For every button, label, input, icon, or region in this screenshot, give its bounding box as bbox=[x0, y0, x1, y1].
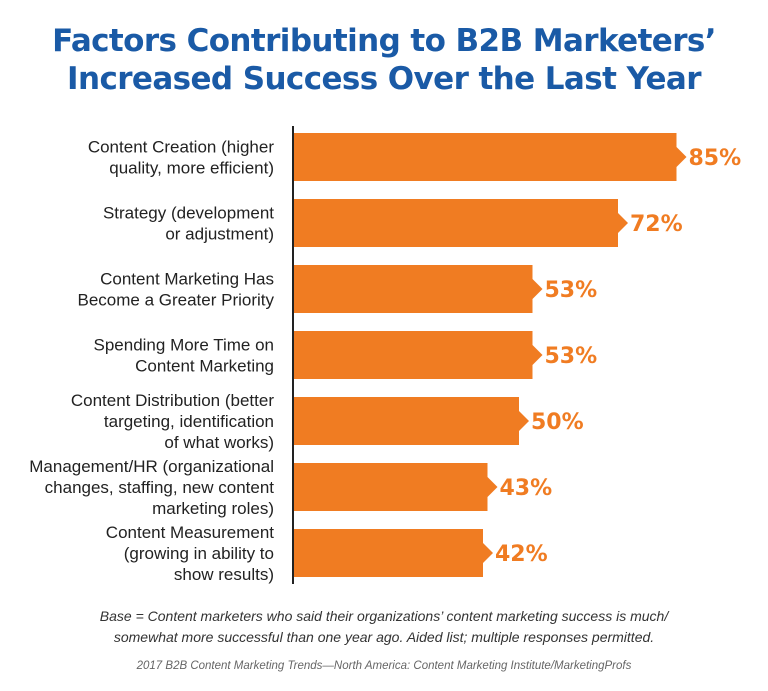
footnote-line-2: somewhat more successful than one year a… bbox=[113, 629, 655, 645]
category-label-line: or adjustment) bbox=[165, 225, 274, 244]
value-label-6: 43% bbox=[500, 476, 553, 501]
category-label-1: Content Creation (higher quality, more ef… bbox=[88, 138, 275, 178]
category-label-line: quality, more efficient) bbox=[109, 159, 274, 178]
category-label-line: (growing in ability to bbox=[124, 544, 274, 563]
category-label-7: Content Measurement (growing in ability t… bbox=[106, 523, 274, 584]
category-label-line: Content Creation (higher bbox=[88, 138, 275, 157]
category-label-line: Content Distribution (better bbox=[71, 391, 274, 410]
bar-7 bbox=[294, 529, 493, 577]
category-labels: Content Creation (higher quality, more ef… bbox=[29, 138, 274, 585]
bar-4 bbox=[294, 331, 543, 379]
bars bbox=[294, 133, 687, 577]
chart-title: Factors Contributing to B2B Marketers’ I… bbox=[0, 22, 768, 98]
value-labels: 85% 72% 53% 53% 50% 43% 42% bbox=[495, 146, 741, 567]
bar-5 bbox=[294, 397, 529, 445]
category-label-line: marketing roles) bbox=[152, 499, 274, 518]
bar-3 bbox=[294, 265, 543, 313]
category-label-line: of what works) bbox=[164, 433, 274, 452]
value-label-7: 42% bbox=[495, 542, 548, 567]
category-label-2: Strategy (development or adjustment) bbox=[103, 204, 274, 244]
value-label-3: 53% bbox=[545, 278, 598, 303]
category-label-5: Content Distribution (better targeting, i… bbox=[71, 391, 274, 452]
category-label-line: Content Marketing Has bbox=[100, 270, 274, 289]
category-label-line: Strategy (development bbox=[103, 204, 274, 223]
footnote-line-1: Base = Content marketers who said their … bbox=[99, 608, 669, 624]
source-credit: 2017 B2B Content Marketing Trends—North … bbox=[136, 660, 632, 672]
bar-6 bbox=[294, 463, 498, 511]
value-label-5: 50% bbox=[531, 410, 584, 435]
value-label-1: 85% bbox=[689, 146, 742, 171]
chart-title-line-1: Factors Contributing to B2B Marketers’ bbox=[52, 23, 716, 59]
category-label-3: Content Marketing Has Become a Greater Pr… bbox=[77, 270, 274, 310]
footnote: Base = Content marketers who said their … bbox=[0, 606, 768, 648]
chart-title-line-2: Increased Success Over the Last Year bbox=[67, 61, 701, 97]
category-label-4: Spending More Time on Content Marketing bbox=[94, 336, 275, 376]
category-label-line: targeting, identification bbox=[104, 412, 274, 431]
category-label-line: Spending More Time on bbox=[94, 336, 275, 355]
category-label-6: Management/HR (organizational changes, st… bbox=[29, 457, 274, 518]
category-label-line: Content Marketing bbox=[135, 357, 274, 376]
value-label-2: 72% bbox=[630, 212, 683, 237]
category-label-line: show results) bbox=[174, 565, 274, 584]
bar-chart: Content Creation (higher quality, more ef… bbox=[29, 126, 741, 585]
value-label-4: 53% bbox=[545, 344, 598, 369]
category-label-line: Content Measurement bbox=[106, 523, 274, 542]
category-label-line: changes, staffing, new content bbox=[45, 478, 275, 497]
category-label-line: Management/HR (organizational bbox=[29, 457, 274, 476]
category-label-line: Become a Greater Priority bbox=[77, 291, 274, 310]
bar-1 bbox=[294, 133, 687, 181]
bar-2 bbox=[294, 199, 628, 247]
